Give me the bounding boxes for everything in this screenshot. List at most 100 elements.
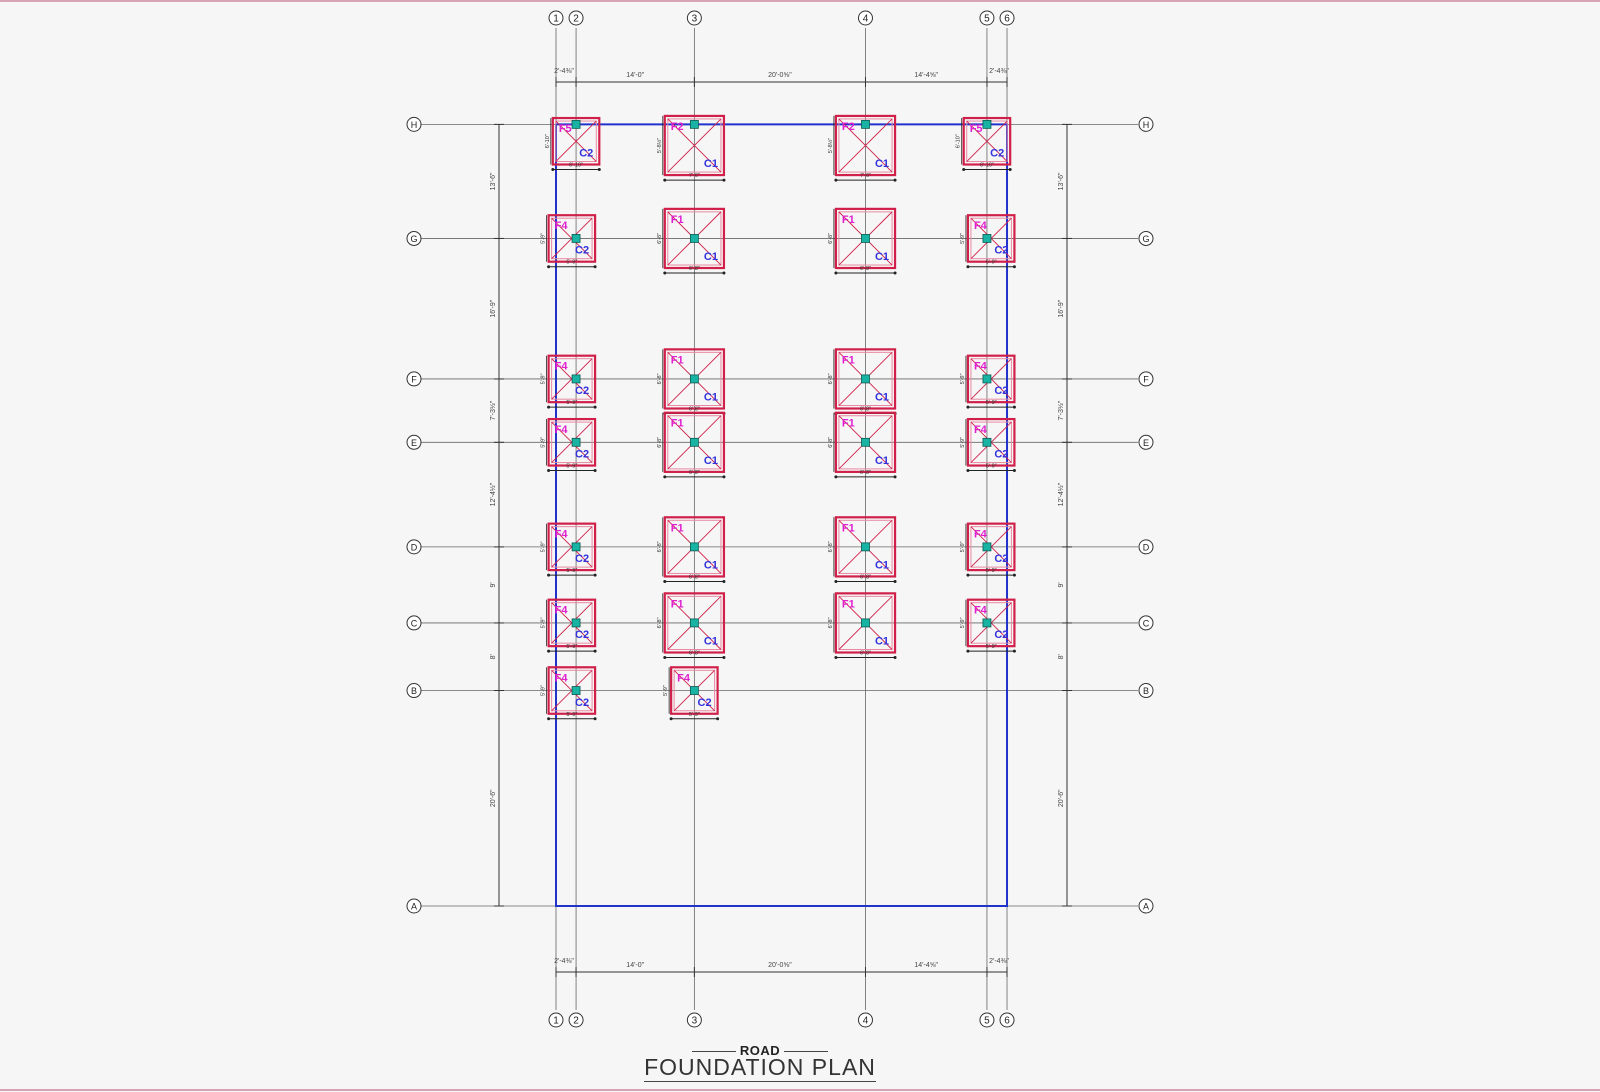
- footing-2D-width-label: 5'-9": [566, 568, 577, 574]
- footing-3C-outline: [663, 592, 726, 654]
- footing-3E-width-dot-b: [722, 475, 726, 479]
- grid-bubble-row-A-left: [406, 898, 422, 914]
- road-direction-label: ROAD: [630, 1043, 890, 1058]
- footing-2E-width-dot-b: [593, 469, 597, 473]
- footing-5F-width-dot-b: [1012, 405, 1016, 409]
- top-border-line: [0, 0, 1600, 2]
- footing-2G-column-label: C2: [575, 245, 589, 257]
- footing-3B-width-dot-b: [716, 717, 720, 721]
- footing-4E-column: [861, 437, 870, 447]
- footing-5E-outline: [966, 417, 1016, 467]
- footing-5F-column: [982, 374, 992, 384]
- dimension-label-rows: 7'-3½": [1057, 400, 1065, 420]
- grid-bubble-label-col-5: 5: [984, 14, 990, 25]
- grid-bubble-col-5-bottom: [979, 1012, 995, 1028]
- footing-3B-column: [689, 686, 699, 695]
- footing-5G-width-dot-a: [966, 265, 970, 269]
- footing-2H-outline: [551, 116, 601, 166]
- footing-2E-outline: [547, 417, 597, 467]
- dimension-label-rows: 13'-6": [490, 172, 497, 190]
- dimension-label-rows: 16'-9": [490, 299, 497, 317]
- grid-bubble-col-3-bottom: [686, 1012, 702, 1028]
- footing-2C-column-label: C2: [575, 629, 589, 641]
- footing-3B-column-label: C2: [698, 697, 712, 709]
- dimension-label-rows: 8': [1058, 654, 1065, 659]
- footing-3F-width-label: 6'-8": [689, 407, 700, 413]
- footing-4F-footing-label: F1: [842, 354, 855, 366]
- footing-3H-inner-outline: [667, 118, 722, 173]
- grid-bubble-col-6-bottom: [999, 1012, 1015, 1028]
- footing-5H-outline: [962, 116, 1012, 166]
- grid-bubble-row-C-left: [406, 615, 422, 631]
- grid-bubble-label-row-A: A: [411, 902, 417, 912]
- grid-bubble-row-D-right: [1138, 539, 1154, 555]
- grid-bubble-label-col-1: 1: [553, 1016, 559, 1027]
- dimension-label-rows: 7'-3½": [489, 400, 497, 420]
- dimension-label-cols: 14'-4⅝": [914, 962, 938, 969]
- footing-5D-footing-label: F4: [974, 529, 988, 541]
- footing-5D-height-label: 5'-9": [960, 541, 966, 552]
- footing-3C-footing-label: F1: [671, 598, 684, 610]
- footing-4H-width-dot-b: [893, 178, 897, 182]
- footing-3E-footing-label: F1: [671, 418, 684, 430]
- footing-3B-outline: [670, 666, 719, 715]
- footing-2D-outline: [547, 522, 597, 572]
- footing-5G-width-label: 5'-9": [986, 260, 997, 266]
- footing-2E-inner-outline: [551, 421, 593, 464]
- footing-2H-column: [571, 119, 581, 129]
- footing-5G-inner-outline: [970, 217, 1012, 260]
- footing-2C-footing-label: F4: [555, 605, 569, 617]
- footing-3D-width-dot-a: [663, 579, 667, 583]
- footing-4H-diagonal-b: [838, 118, 893, 173]
- footing-2E-footing-label: F4: [555, 424, 569, 436]
- footing-3G-outline: [663, 207, 726, 270]
- footing-4F-outline: [834, 348, 897, 410]
- footing-4C-width-label: 6'-8": [860, 651, 871, 657]
- footing-2F-width-dot-a: [547, 405, 551, 409]
- footing-2D-column-label: C2: [575, 553, 589, 565]
- footing-2G-inner-outline: [551, 217, 593, 260]
- footing-4H-height-label: 5'-8½": [827, 138, 834, 154]
- footing-2F-width-label: 5'-9": [566, 400, 577, 406]
- grid-bubble-label-row-A: A: [1143, 902, 1149, 912]
- grid-bubble-label-row-E: E: [1143, 438, 1149, 448]
- footing-4D-width-label: 6'-8": [860, 574, 871, 580]
- road-label: ROAD: [739, 1043, 781, 1058]
- footing-5E-column-label: C2: [994, 449, 1008, 461]
- grid-bubble-row-H-right: [1138, 116, 1154, 132]
- footing-2C-height-label: 5'-9": [541, 617, 547, 628]
- footing-5E-width-label: 5'-9": [986, 464, 997, 470]
- footing-4C-height-label: 6'-8": [828, 617, 834, 628]
- footing-2C-column: [571, 618, 581, 628]
- grid-bubble-col-3-top: [686, 10, 702, 26]
- grid-bubble-label-row-D: D: [1143, 542, 1150, 552]
- footing-5H-diagonal-b: [966, 120, 1008, 162]
- grid-bubble-label-row-F: F: [1143, 374, 1149, 384]
- footing-2E-width-label: 5'-9": [566, 464, 577, 470]
- footing-2G-height-label: 5'-9": [541, 233, 547, 244]
- footing-5D-inner-outline: [970, 526, 1012, 568]
- dimension-label-rows: 12'-4½": [489, 482, 497, 506]
- footing-3F-column-label: C1: [704, 392, 718, 404]
- footing-2C-outline: [547, 598, 597, 648]
- grid-bubble-col-5-top: [979, 10, 995, 26]
- footing-5F-inner-outline: [970, 358, 1012, 400]
- footing-5F-footing-label: F4: [974, 361, 988, 373]
- footing-2B-width-dot-b: [593, 717, 597, 721]
- footing-2G-width-dot-a: [547, 265, 551, 269]
- footing-2G-column: [571, 234, 581, 243]
- footing-5C-height-label: 5'-9": [960, 617, 966, 628]
- footing-4G-height-label: 6'-8": [828, 233, 834, 244]
- footing-3G-width-label: 6'-8": [689, 266, 700, 272]
- footing-2E-column-label: C2: [575, 449, 589, 461]
- footing-4D-footing-label: F1: [842, 522, 855, 534]
- footing-3G-height-label: 6'-8": [657, 233, 663, 244]
- road-arrow-left: [691, 1051, 736, 1053]
- footing-5D-outline: [966, 522, 1016, 572]
- footing-5D-column: [982, 542, 992, 552]
- footing-2B-column-label: C2: [575, 697, 589, 709]
- footing-3D-column-label: C1: [704, 559, 718, 571]
- footing-3C-inner-outline: [667, 595, 722, 650]
- footing-5C-inner-outline: [970, 602, 1012, 644]
